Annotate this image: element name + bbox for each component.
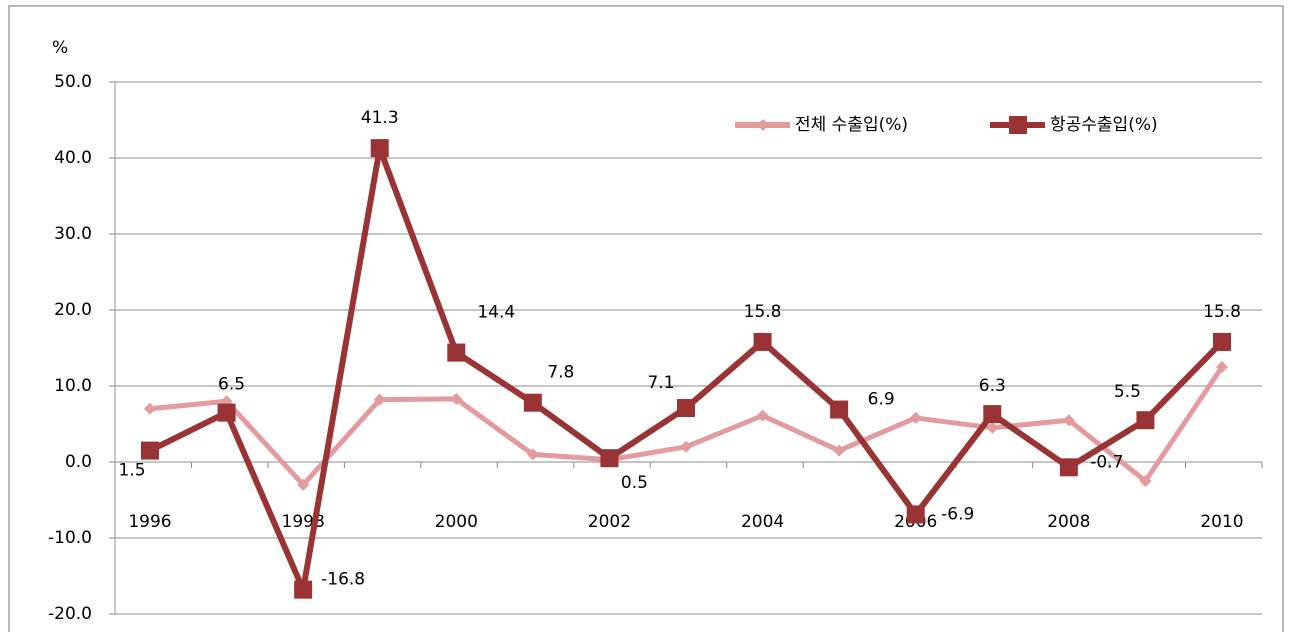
data-label: -0.7 bbox=[1090, 452, 1123, 472]
marker bbox=[680, 440, 692, 453]
marker bbox=[909, 411, 922, 424]
marker bbox=[447, 343, 466, 362]
x-tick-label: 2000 bbox=[435, 512, 478, 532]
marker bbox=[677, 399, 695, 418]
x-tick-label: 2010 bbox=[1200, 512, 1243, 532]
y-tick-label: 40.0 bbox=[54, 148, 92, 168]
marker bbox=[141, 441, 159, 460]
marker bbox=[833, 444, 846, 457]
data-label: 7.8 bbox=[547, 363, 574, 383]
marker bbox=[830, 400, 849, 419]
marker bbox=[600, 449, 619, 468]
marker bbox=[986, 421, 999, 434]
x-tick-label: 2002 bbox=[588, 512, 631, 532]
chart-border bbox=[8, 5, 1284, 632]
x-tick-label: 2004 bbox=[741, 512, 784, 532]
marker bbox=[1136, 411, 1155, 430]
marker bbox=[1062, 414, 1075, 427]
marker bbox=[450, 392, 463, 405]
data-label: 15.8 bbox=[744, 302, 782, 322]
marker bbox=[753, 332, 772, 351]
legend-label: 항공수출입(%) bbox=[1050, 115, 1158, 135]
data-label: -16.8 bbox=[321, 570, 365, 590]
marker bbox=[144, 402, 156, 415]
data-label: 6.9 bbox=[868, 390, 895, 410]
marker bbox=[1059, 458, 1078, 477]
legend-marker bbox=[1009, 116, 1027, 134]
data-label: 41.3 bbox=[361, 108, 399, 128]
y-tick-label: 0.0 bbox=[65, 452, 92, 472]
y-tick-label: 10.0 bbox=[54, 376, 92, 396]
marker bbox=[297, 478, 310, 491]
data-label: 15.8 bbox=[1203, 302, 1241, 322]
y-tick-label: 50.0 bbox=[54, 72, 92, 92]
data-label: -6.9 bbox=[941, 504, 974, 524]
data-label: 1.5 bbox=[118, 461, 145, 481]
marker bbox=[373, 393, 386, 406]
marker bbox=[906, 505, 925, 524]
y-tick-label: 20.0 bbox=[54, 300, 92, 320]
marker bbox=[1216, 361, 1228, 373]
data-label: 6.5 bbox=[218, 375, 245, 395]
marker bbox=[1139, 475, 1152, 487]
marker bbox=[526, 448, 539, 461]
marker bbox=[983, 405, 1002, 424]
data-label: 7.1 bbox=[647, 373, 674, 393]
marker bbox=[523, 393, 542, 412]
y-axis-label: % bbox=[52, 38, 68, 58]
marker bbox=[370, 139, 389, 158]
y-tick-label: -20.0 bbox=[48, 604, 92, 624]
data-label: 0.5 bbox=[621, 473, 648, 493]
marker bbox=[294, 580, 313, 599]
marker bbox=[756, 409, 769, 422]
data-label: 5.5 bbox=[1114, 382, 1141, 402]
data-label: 6.3 bbox=[979, 376, 1006, 396]
x-tick-label: 1996 bbox=[128, 512, 171, 532]
data-label: 14.4 bbox=[477, 303, 515, 323]
y-tick-label: 30.0 bbox=[54, 224, 92, 244]
legend-marker bbox=[757, 119, 769, 131]
y-tick-label: -10.0 bbox=[48, 528, 92, 548]
legend-label: 전체 수출입(%) bbox=[795, 115, 908, 135]
marker bbox=[1213, 332, 1231, 351]
marker bbox=[217, 403, 236, 422]
x-tick-label: 2008 bbox=[1047, 512, 1090, 532]
